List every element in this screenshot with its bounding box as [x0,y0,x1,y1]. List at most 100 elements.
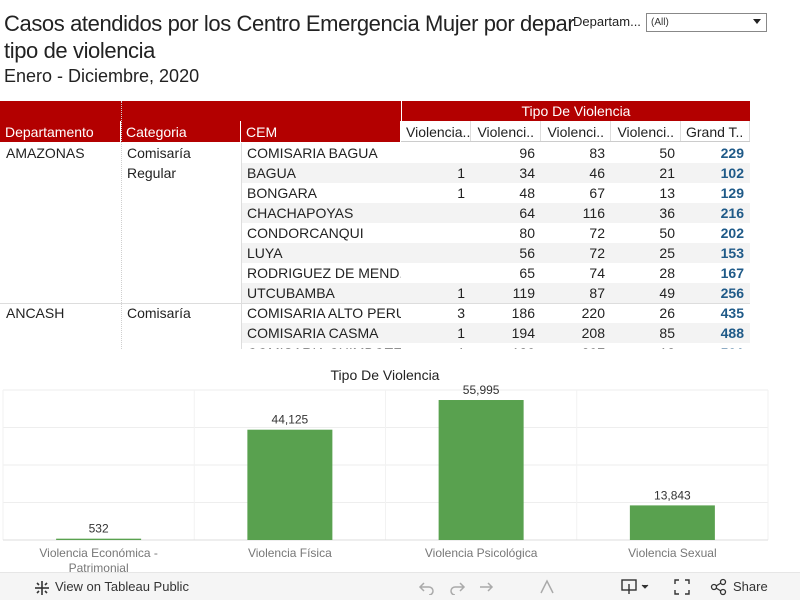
table-row[interactable]: AMAZONAS Comisaría COMISARIA BAGUA 96 83 50 22… [0,143,750,163]
violence-type-chart[interactable]: Tipo De Violencia 532 Violencia Económica… [0,362,800,572]
col-header-violencia-psicologica[interactable]: Violenci.. [541,121,611,142]
table-row[interactable]: RODRIGUEZ DE MEND.. 65 74 28 167 [0,263,750,283]
cell-total: 488 [720,325,744,341]
cell-total: 501 [681,343,750,349]
cell-v1: 1 [457,165,465,181]
table-row[interactable]: CONDORCANQUI 80 72 50 202 [0,223,750,243]
table-row[interactable]: CHACHAPOYAS 64 116 36 216 [0,203,750,223]
fullscreen-icon[interactable] [673,578,691,596]
table-row[interactable]: BONGARA 1 48 67 13 129 [0,183,750,203]
col-header-cem[interactable]: CEM [241,121,401,142]
cell-cat [121,263,241,283]
cell-v2: 56 [519,245,535,261]
category-label-0: Violencia Económica -Patrimonial [39,546,158,572]
cell-v4: 21 [659,165,675,181]
bar-2[interactable] [438,400,524,540]
cell-cem: BONGARA [241,183,401,203]
cell-v3: 46 [589,165,605,181]
cell-cat: Comisaría [127,145,191,161]
row-stripe [241,323,750,343]
bar-value-label-3: 13,843 [654,488,691,502]
table-row[interactable]: COMISARIA CASMA 1 194 208 85 488 [0,323,750,343]
share-button-label[interactable]: Share [733,579,768,594]
cell-v2: 80 [519,225,535,241]
pause-icon[interactable] [538,579,556,595]
cell-total: 256 [720,285,744,301]
cell-v4: 50 [659,225,675,241]
view-on-tableau-link[interactable]: View on Tableau Public [55,579,189,594]
bar-chart-svg: 532 Violencia Económica -Patrimonial 44,12… [2,383,769,572]
cell-v1 [401,263,471,283]
departamento-filter-label: Departam... [573,14,641,29]
cell-cat [121,223,241,243]
cell-v4: 25 [659,245,675,261]
cell-v1 [401,143,471,163]
departamento-filter-select[interactable]: (All) [646,13,767,32]
cell-cem: RODRIGUEZ DE MEND.. [241,263,401,283]
cases-table[interactable]: Tipo De Violencia Departamento Categoria C… [0,101,752,349]
bar-0[interactable] [56,538,142,540]
col-header-categoria[interactable]: Categoria [121,121,241,142]
row-stripe [241,283,750,303]
dashboard-title-line2: tipo de violencia [4,38,155,63]
row-stripe [241,163,750,183]
row-stripe [241,203,750,223]
cell-v3: 72 [589,245,605,261]
cell-dep [0,183,121,203]
cell-cat [121,183,241,203]
col-header-violencia-economica[interactable]: Violencia.. [401,121,471,142]
col-header-departamento[interactable]: Departamento [0,121,121,142]
cell-dep [0,283,121,303]
cell-v2: 96 [519,145,535,161]
cell-total: 216 [720,205,744,221]
cell-cat [121,343,241,349]
table-row[interactable]: Regular BAGUA 1 34 46 21 102 [0,163,750,183]
table-row[interactable]: ANCASH Comisaría COMISARIA ALTO PERU 3 186 22… [0,303,750,323]
dashboard-title-block: Casos atendidos por los Centro Emergenci… [4,10,574,92]
cell-dep: ANCASH [6,305,65,321]
cell-v2: 48 [519,185,535,201]
cell-total: 229 [720,145,744,161]
cell-cat [121,283,241,303]
column-divider [121,101,122,349]
col-header-violencia-fisica[interactable]: Violenci.. [471,121,541,142]
cell-v1: 3 [457,305,465,321]
cell-dep [0,323,121,343]
cell-v4: 49 [659,285,675,301]
cell-v2: 64 [519,205,535,221]
cell-v1: 1 [457,285,465,301]
share-icon[interactable] [710,578,728,596]
bar-3[interactable] [629,505,715,540]
cell-dep: AMAZONAS [6,145,85,161]
cell-v1 [401,243,471,263]
cell-v3: 116 [582,205,605,221]
cell-dep [0,163,121,183]
tipo-violencia-group-header: Tipo De Violencia [401,101,750,121]
table-row[interactable]: LUYA 56 72 25 153 [0,243,750,263]
col-header-grand-total[interactable]: Grand T.. [681,121,750,142]
cell-v4: 36 [659,205,675,221]
cell-v3: 208 [581,325,605,341]
bar-1[interactable] [247,429,333,540]
cell-v2: 119 [512,285,535,301]
revert-icon[interactable] [478,579,498,595]
row-stripe [241,243,750,263]
cell-dep [0,203,121,223]
table-column-headers: Departamento Categoria CEM Violencia.. Viole… [0,121,750,142]
download-icon[interactable] [620,578,652,596]
cell-v3: 87 [589,285,605,301]
cell-v2: 180 [471,343,541,349]
tableau-logo-icon [35,581,49,595]
cell-v4: 13 [659,185,675,201]
table-row[interactable]: COMISARIA CHIMBOTE118029713501 [0,343,750,349]
bar-value-label-0: 532 [89,522,109,536]
cell-dep [0,263,121,283]
undo-icon[interactable] [418,579,436,595]
col-header-violencia-sexual[interactable]: Violenci.. [611,121,681,142]
redo-icon[interactable] [448,579,466,595]
cell-cem: BAGUA [241,163,401,183]
table-group-header-bar: Tipo De Violencia [0,101,750,121]
cell-v2: 186 [511,305,535,321]
category-label-2: Violencia Psicológica [425,546,538,560]
table-row[interactable]: UTCUBAMBA 1 119 87 49 256 [0,283,750,303]
